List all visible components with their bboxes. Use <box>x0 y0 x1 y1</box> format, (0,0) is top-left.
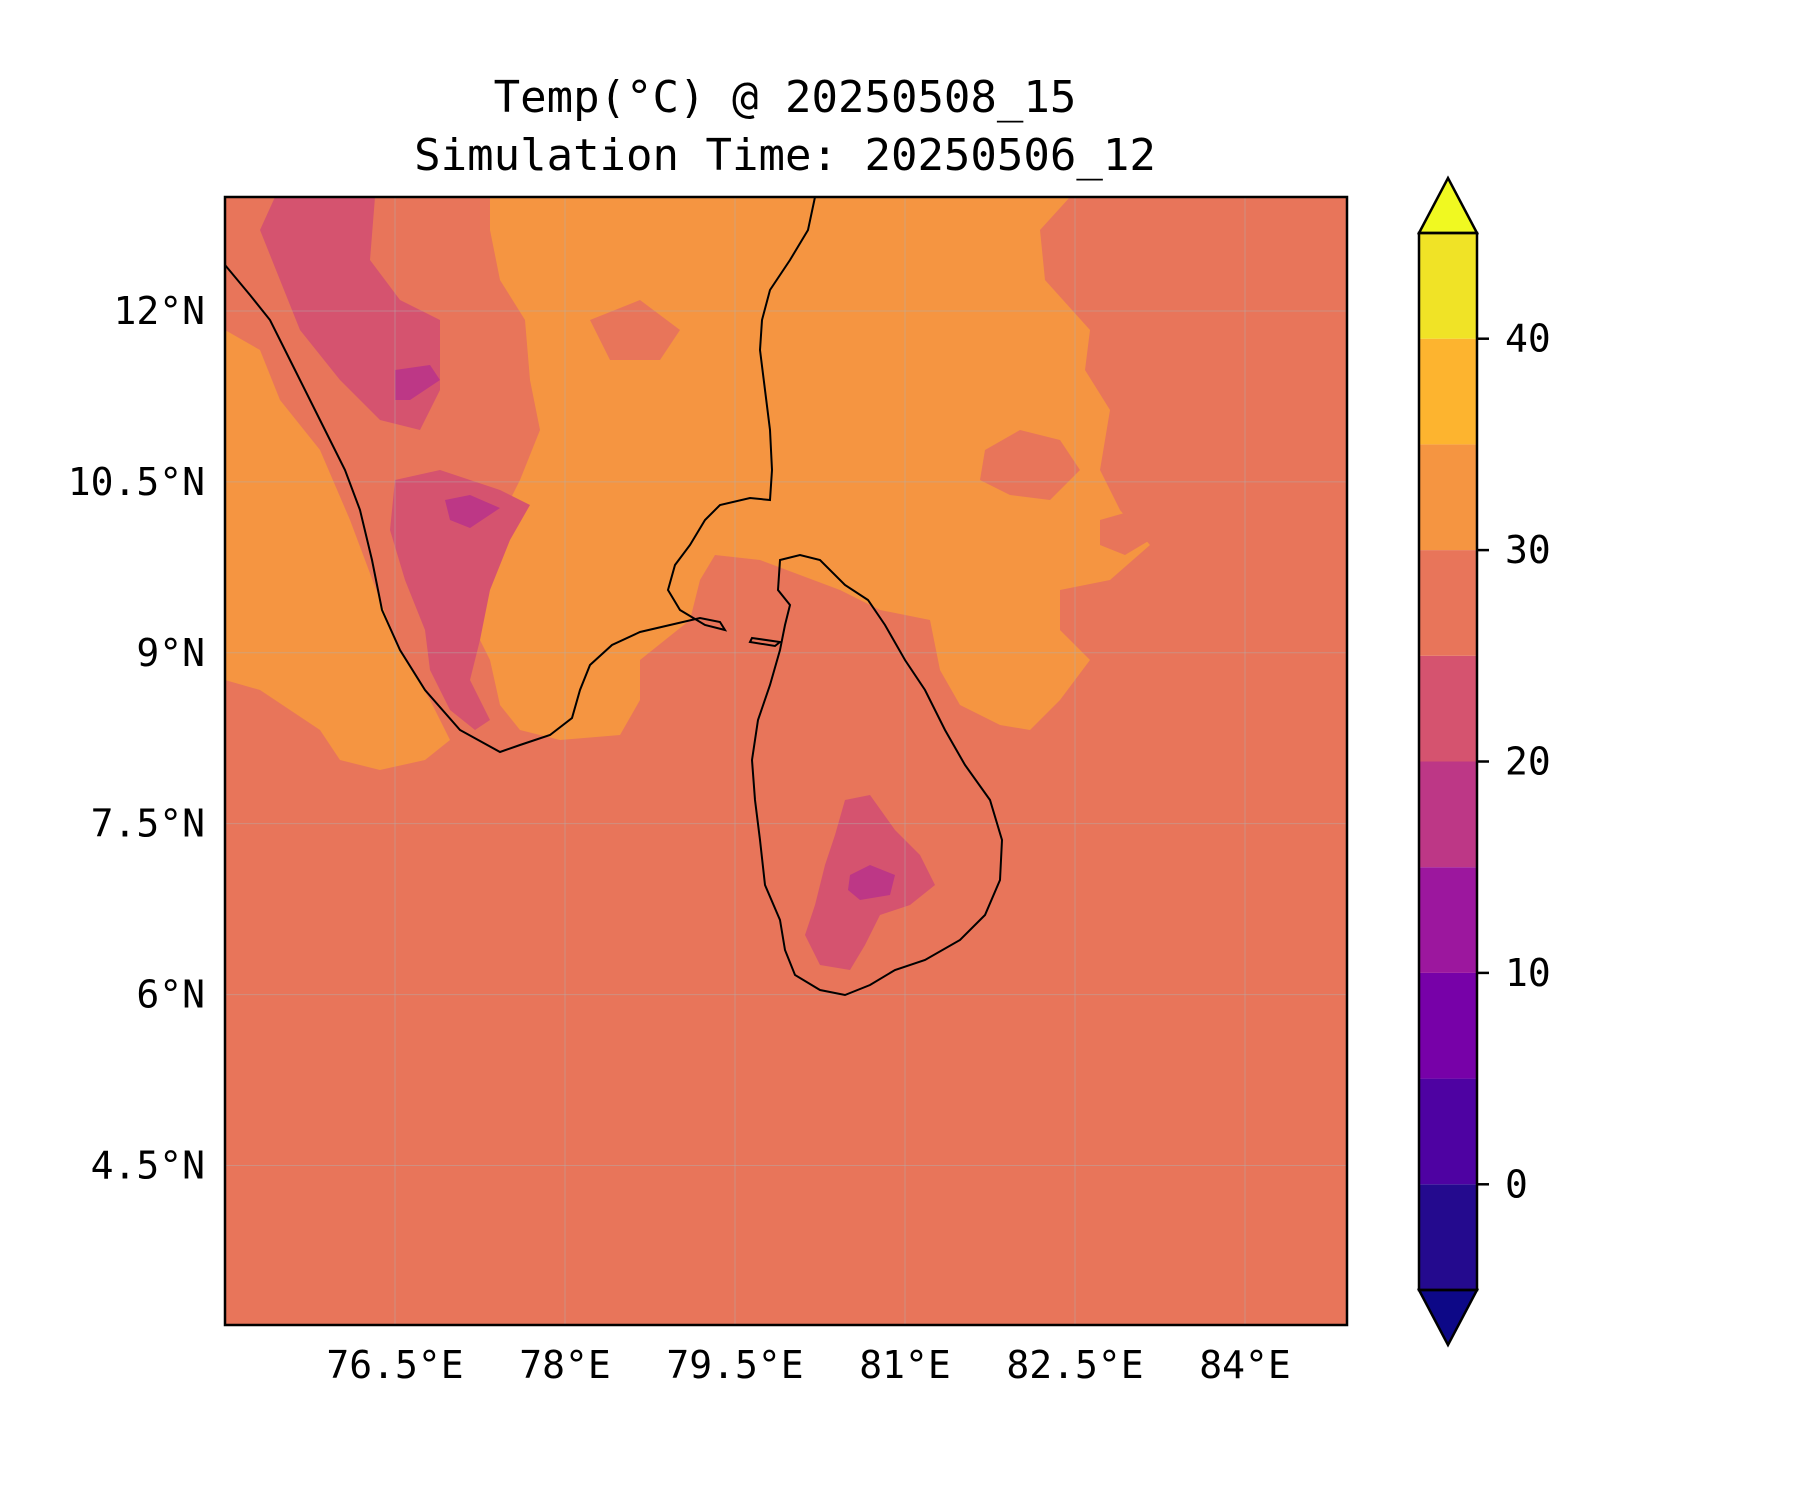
gridlines <box>225 197 1347 1325</box>
temperature-core-15-20-sri-lanka <box>848 865 895 900</box>
temperature-patch-25-30-a <box>980 430 1080 500</box>
longitude-axis: 76.5°E 78°E 79.5°E 81°E 82.5°E 84°E <box>326 1343 1290 1387</box>
colorbar-segment <box>1419 1078 1477 1185</box>
latitude-axis: 12°N 10.5°N 9°N 7.5°N 6°N 4.5°N <box>68 289 205 1188</box>
colorbar: 0 10 20 30 40 <box>1416 175 1551 1348</box>
colorbar-segment <box>1419 233 1477 339</box>
colorbar-segment <box>1419 550 1477 656</box>
lon-tick-label: 79.5°E <box>666 1343 803 1387</box>
map-panel <box>225 197 1347 1325</box>
colorbar-segment <box>1419 972 1477 1079</box>
coastline-india <box>225 197 816 754</box>
colorbar-segment <box>1419 655 1477 762</box>
colorbar-extend-min <box>1416 1288 1480 1348</box>
colorbar-extend-max <box>1416 175 1480 235</box>
title-line-1: Temp(°C) @ 20250508_15 <box>494 72 1077 123</box>
temperature-core-15-20-ghats-south <box>445 495 500 528</box>
lat-tick-label: 7.5°N <box>91 802 205 846</box>
colorbar-segment <box>1419 867 1477 973</box>
colorbar-tick-label: 20 <box>1505 740 1551 784</box>
lat-tick-label: 12°N <box>113 289 205 333</box>
temperature-patch-25-30-d <box>820 600 880 660</box>
colorbar-segment <box>1419 761 1477 868</box>
temperature-core-15-20-ghats-north <box>395 365 440 400</box>
lat-tick-label: 10.5°N <box>68 460 205 504</box>
lat-tick-label: 4.5°N <box>91 1143 205 1187</box>
temperature-band-30-35-west <box>225 330 450 770</box>
coastline-mannar-island <box>748 636 783 648</box>
title-line-2: Simulation Time: 20250506_12 <box>414 130 1156 181</box>
lat-tick-label: 9°N <box>136 631 205 675</box>
lon-tick-label: 84°E <box>1199 1343 1291 1387</box>
temperature-band-20-25-ghats-south <box>390 470 530 730</box>
colorbar-segment <box>1419 1184 1477 1290</box>
lon-tick-label: 81°E <box>859 1343 951 1387</box>
lon-tick-label: 82.5°E <box>1006 1343 1143 1387</box>
coastline-sri-lanka <box>750 553 1004 997</box>
colorbar-segment <box>1419 338 1477 445</box>
lat-tick-label: 6°N <box>136 973 205 1017</box>
colorbar-tick-label: 0 <box>1505 1162 1528 1206</box>
map-frame <box>223 195 1349 1327</box>
temperature-patch-25-30-b <box>1100 510 1150 555</box>
colorbar-tick-label: 40 <box>1505 317 1551 361</box>
colorbar-tick-label: 10 <box>1505 951 1551 995</box>
lon-tick-label: 78°E <box>519 1343 611 1387</box>
lon-tick-label: 76.5°E <box>326 1343 463 1387</box>
temperature-patch-25-30-c <box>590 300 680 360</box>
colorbar-segment <box>1419 444 1477 551</box>
colorbar-tick-label: 30 <box>1505 528 1551 572</box>
